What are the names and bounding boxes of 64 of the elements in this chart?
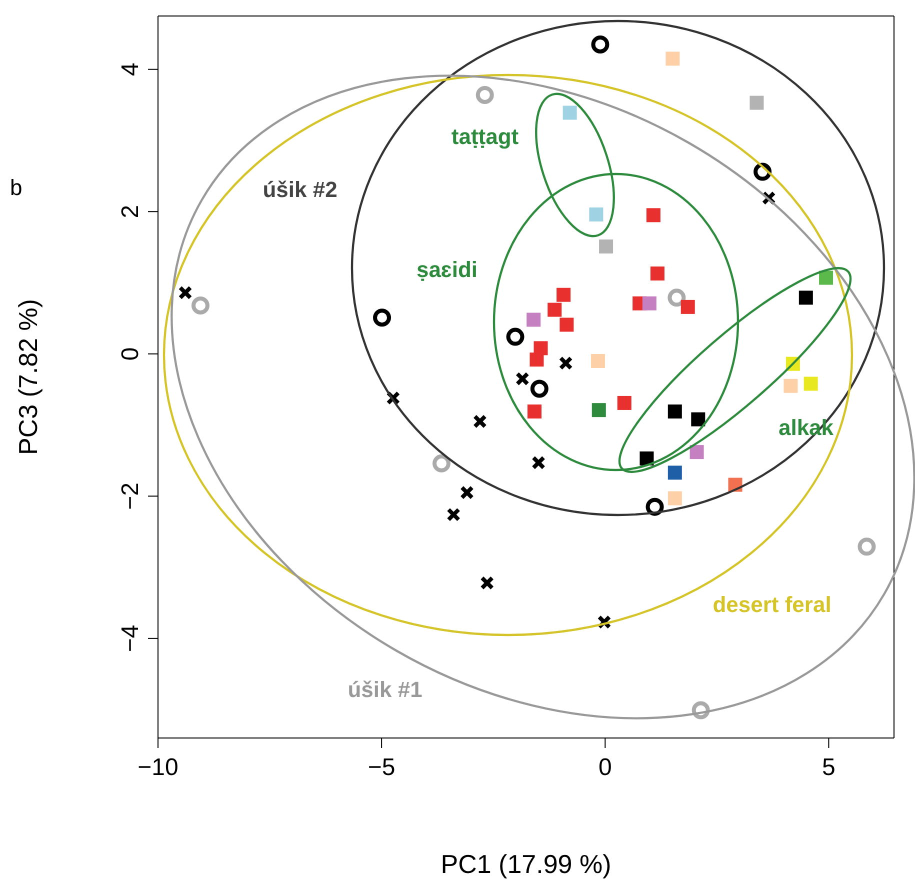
- point: [754, 162, 772, 181]
- point: [562, 106, 577, 120]
- point: [597, 615, 612, 630]
- annotation: ṣaɛidi: [416, 257, 478, 283]
- point: [446, 508, 461, 522]
- point: [432, 454, 450, 472]
- x-tick-label: 5: [822, 754, 836, 782]
- point: [819, 270, 834, 285]
- point: [527, 404, 542, 418]
- point: [560, 318, 574, 332]
- point: [642, 296, 656, 310]
- point: [804, 376, 818, 391]
- point: [373, 308, 392, 327]
- point: [515, 372, 530, 386]
- point: [762, 191, 776, 206]
- point: [646, 498, 664, 516]
- y-tick-label: 4: [117, 62, 144, 76]
- point: [784, 378, 798, 393]
- x-tick-label: 0: [598, 754, 612, 782]
- point: [556, 288, 571, 302]
- y-axis-title: PC3 (7.82 %): [13, 298, 44, 456]
- point: [558, 356, 573, 370]
- x-tick-label: −5: [368, 754, 396, 782]
- point: [386, 390, 400, 405]
- point: [460, 486, 474, 500]
- point: [680, 300, 695, 314]
- point: [532, 456, 546, 470]
- point: [858, 538, 876, 556]
- text: b: [10, 175, 22, 201]
- point: [668, 466, 682, 480]
- point: [480, 576, 494, 590]
- x-axis-title: PC1 (17.99 %): [440, 849, 612, 879]
- annotation: taṭṭagt: [451, 124, 519, 150]
- point: [750, 96, 764, 110]
- point: [506, 328, 524, 346]
- point: [472, 414, 487, 428]
- point: [590, 354, 605, 368]
- point: [617, 396, 632, 410]
- point: [668, 288, 686, 307]
- point: [530, 380, 548, 398]
- annotation: úšik #2: [262, 177, 338, 203]
- point: [646, 208, 660, 222]
- point: [530, 352, 544, 367]
- point: [690, 445, 704, 460]
- point: [548, 302, 562, 317]
- y-tick-label: −4: [117, 624, 144, 652]
- x-tick-label: −10: [138, 754, 178, 782]
- annotation: úšik #1: [348, 677, 422, 703]
- point: [668, 491, 682, 506]
- y-tick-label: −2: [117, 482, 144, 510]
- point: [692, 701, 710, 720]
- y-tick-label: 0: [117, 347, 144, 361]
- annotation: desert feral: [712, 592, 832, 618]
- point: [599, 239, 614, 254]
- point: [650, 266, 664, 280]
- point: [526, 312, 541, 327]
- point: [666, 52, 680, 66]
- point: [191, 296, 210, 315]
- point: [178, 286, 192, 300]
- point: [476, 86, 494, 104]
- point: [592, 403, 606, 418]
- point: [591, 35, 610, 54]
- y-tick-label: 2: [117, 204, 144, 218]
- point: [589, 207, 604, 222]
